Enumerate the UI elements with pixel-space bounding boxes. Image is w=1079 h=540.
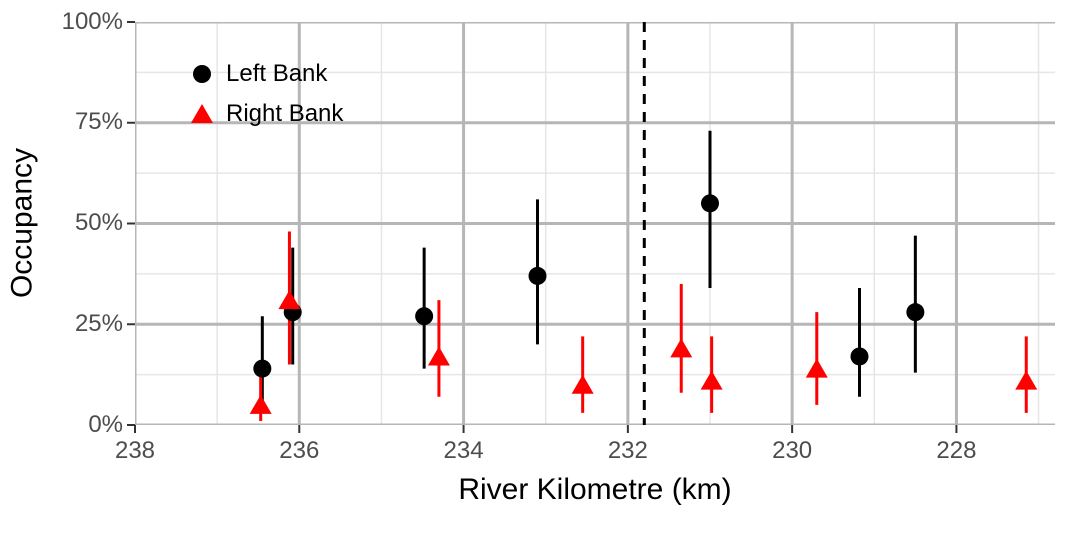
data-point [250, 395, 272, 414]
y-tick-label: 75% [75, 108, 123, 136]
data-point [851, 347, 869, 365]
x-tick-label: 236 [269, 437, 329, 465]
legend-entry: Left Bank [190, 60, 327, 88]
x-tick-label: 230 [762, 437, 822, 465]
data-point [278, 290, 300, 309]
data-point [529, 267, 547, 285]
legend-label: Right Bank [226, 100, 343, 128]
legend-entry: Right Bank [190, 100, 343, 128]
data-point [806, 359, 828, 378]
data-point [701, 371, 723, 390]
x-tick-label: 228 [926, 437, 986, 465]
y-tick-label: 25% [75, 310, 123, 338]
y-axis-title: Occupancy [5, 21, 39, 424]
x-tick-label: 238 [105, 437, 165, 465]
x-tick-label: 232 [598, 437, 658, 465]
y-tick-label: 100% [62, 8, 123, 36]
data-point [701, 194, 719, 212]
data-point [253, 360, 271, 378]
legend-label: Left Bank [226, 60, 327, 88]
data-point [415, 307, 433, 325]
y-tick-label: 0% [88, 411, 123, 439]
occupancy-chart: 238 236 234 232 230 228 0% 25% 50% 75% 100% River K… [0, 0, 1079, 540]
triangle-marker-icon [190, 102, 214, 126]
x-axis-title: River Kilometre (km) [135, 473, 1055, 507]
data-point [572, 375, 594, 394]
y-tick-label: 50% [75, 209, 123, 237]
data-point [1015, 371, 1037, 390]
data-point [906, 303, 924, 321]
x-tick-label: 234 [434, 437, 494, 465]
circle-marker-icon [190, 62, 214, 86]
data-point [670, 338, 692, 357]
data-point [428, 346, 450, 365]
